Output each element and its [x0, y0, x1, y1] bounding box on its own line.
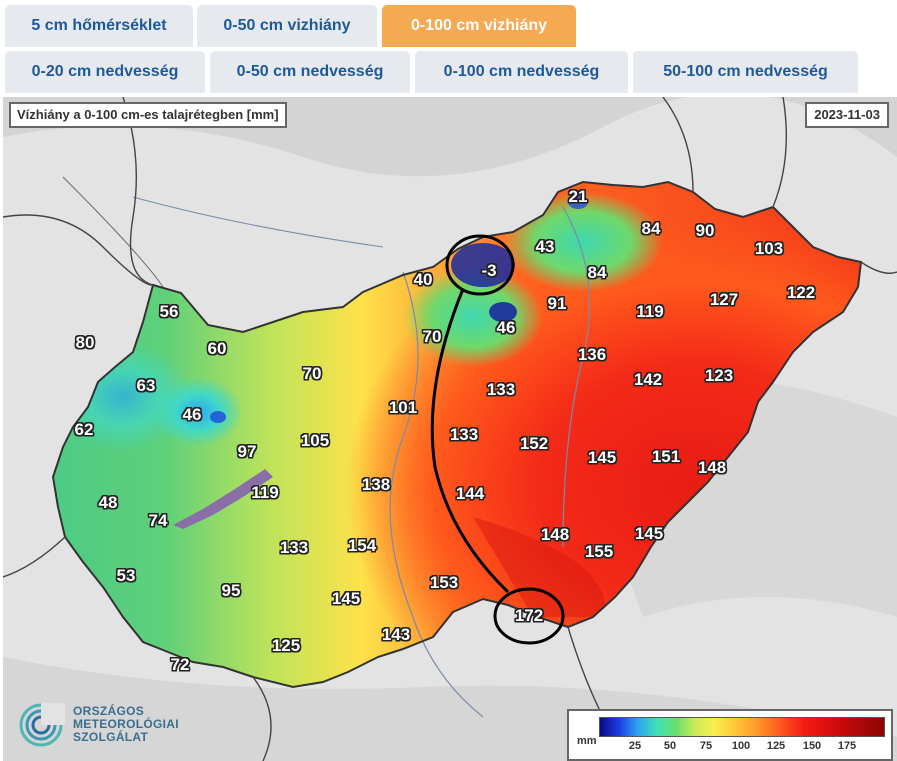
swirl-logo-icon	[19, 703, 65, 747]
legend-unit: mm	[577, 735, 597, 747]
station-value: 127	[709, 290, 739, 309]
station-value: 84	[641, 219, 661, 238]
station-value: 152	[519, 434, 549, 453]
station-value: 62	[74, 420, 94, 439]
station-value: 46	[182, 405, 202, 424]
station-value: 84	[587, 263, 607, 282]
station-value: 123	[704, 366, 734, 385]
station-value: 122	[786, 283, 816, 302]
station-value: 133	[449, 425, 479, 444]
map-title: Vízhiány a 0-100 cm-es talajrétegben [mm…	[9, 102, 287, 128]
station-value: 133	[486, 380, 516, 399]
tab-50-100cm-moisture[interactable]: 50-100 cm nedvesség	[633, 51, 858, 93]
legend-tick: 75	[699, 740, 713, 752]
station-value: 43	[535, 237, 555, 256]
logo-line-2: METEOROLÓGIAI	[73, 717, 179, 731]
legend-color-bar	[599, 717, 885, 737]
station-value: 138	[361, 475, 391, 494]
station-value: 53	[116, 566, 136, 585]
tab-0-100cm-moisture[interactable]: 0-100 cm nedvesség	[415, 51, 628, 93]
water-deficit-map: Vízhiány a 0-100 cm-es talajrétegben [mm…	[3, 97, 897, 761]
station-value: 40	[413, 270, 433, 289]
station-value: 70	[302, 364, 322, 383]
station-value: 80	[75, 333, 95, 352]
map-date: 2023-11-03	[805, 102, 889, 128]
station-value: 56	[159, 302, 179, 321]
station-value: 142	[633, 370, 663, 389]
station-value-highlighted: -3	[481, 261, 497, 280]
station-value: 74	[148, 511, 168, 530]
station-value: 95	[221, 581, 241, 600]
tab-bar: 5 cm hőmérséklet 0-50 cm vizhiány 0-100 …	[0, 0, 897, 96]
station-value: 119	[636, 302, 664, 321]
map-canvas	[3, 97, 897, 761]
station-value: 46	[496, 318, 516, 337]
station-value: 143	[381, 625, 411, 644]
station-value: 60	[207, 339, 227, 358]
tab-0-100cm-water-deficit[interactable]: 0-100 cm vizhiány	[382, 5, 576, 47]
tab-0-50cm-water-deficit[interactable]: 0-50 cm vizhiány	[197, 5, 377, 47]
station-value: 144	[455, 484, 485, 503]
station-value: 105	[300, 431, 330, 450]
legend-tick: 175	[837, 740, 857, 752]
tab-0-50cm-moisture[interactable]: 0-50 cm nedvesség	[210, 51, 410, 93]
station-value: 97	[237, 442, 257, 461]
tab-5cm-temperature[interactable]: 5 cm hőmérséklet	[5, 5, 193, 47]
station-value: 148	[697, 458, 727, 477]
station-value: 90	[695, 221, 715, 240]
tab-0-20cm-moisture[interactable]: 0-20 cm nedvesség	[5, 51, 205, 93]
station-value: 63	[136, 376, 156, 395]
station-value: 21	[568, 187, 588, 206]
station-value: 155	[584, 542, 614, 561]
legend-tick: 100	[731, 740, 751, 752]
station-value: 148	[540, 525, 570, 544]
legend-tick: 25	[628, 740, 642, 752]
station-value: 133	[279, 538, 309, 557]
legend-tick: 125	[766, 740, 786, 752]
connector-line	[430, 288, 510, 594]
color-legend: mm 25 50 75 100 125 150 175	[567, 709, 893, 761]
omsz-logo: ORSZÁGOS METEOROLÓGIAI SZOLGÁLAT	[17, 697, 207, 755]
station-value: 101	[388, 398, 418, 417]
station-value: 145	[331, 589, 361, 608]
station-value: 151	[651, 447, 681, 466]
highlight-circle-south	[493, 587, 565, 645]
highlight-circle-north	[445, 234, 515, 296]
station-value: 48	[98, 493, 118, 512]
station-value: 153	[429, 573, 459, 592]
logo-line-3: SZOLGÁLAT	[73, 730, 149, 744]
station-value: 91	[547, 294, 567, 313]
logo-line-1: ORSZÁGOS	[73, 704, 145, 718]
station-value: 136	[577, 345, 607, 364]
station-value: 145	[587, 448, 617, 467]
legend-tick: 50	[663, 740, 677, 752]
legend-tick: 150	[802, 740, 822, 752]
station-value: 154	[347, 536, 377, 555]
station-value: 145	[634, 524, 664, 543]
station-value: 119	[251, 483, 279, 502]
station-value: 125	[271, 636, 301, 655]
station-value: 103	[754, 239, 784, 258]
station-value: 70	[422, 327, 442, 346]
station-value: 72	[170, 655, 190, 674]
station-value-highlighted: 172	[514, 606, 544, 625]
